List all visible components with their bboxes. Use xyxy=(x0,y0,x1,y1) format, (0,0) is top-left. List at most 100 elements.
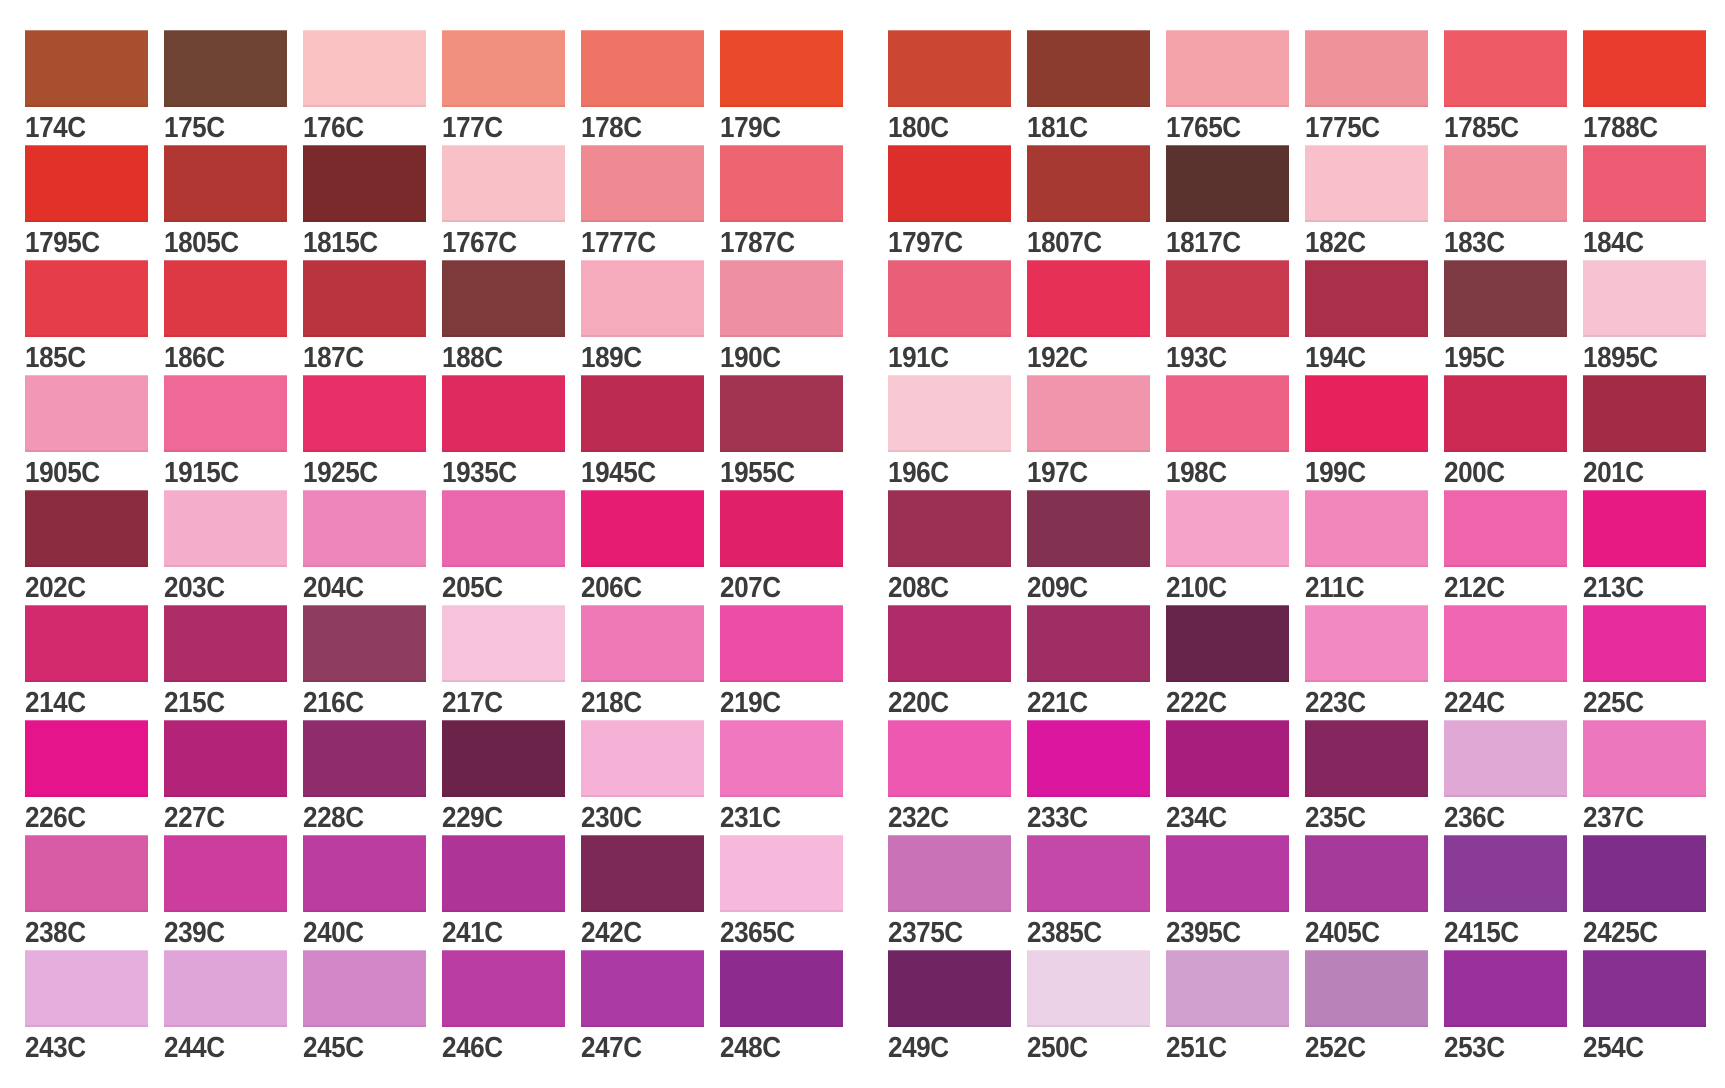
swatch-label: 233C xyxy=(1027,802,1088,834)
swatch-label: 202C xyxy=(25,572,86,604)
swatch-label: 2415C xyxy=(1444,917,1519,949)
color-swatch xyxy=(164,835,287,912)
color-swatch xyxy=(25,490,148,567)
swatch-label: 239C xyxy=(164,917,225,949)
swatch-label: 206C xyxy=(581,572,642,604)
swatch-cell: 184C xyxy=(1583,145,1706,258)
swatch-label: 190C xyxy=(720,342,781,374)
swatch-group-right: 208C 209C 210C 211C 212C 213C xyxy=(888,490,1706,603)
swatch-row: 174C 175C 176C 177C 178C 179C 180C 181C 1765C 177… xyxy=(25,30,1725,145)
color-swatch xyxy=(720,260,843,337)
color-swatch xyxy=(442,605,565,682)
swatch-label: 230C xyxy=(581,802,642,834)
swatch-cell: 1905C xyxy=(25,375,148,488)
swatch-label: 218C xyxy=(581,687,642,719)
swatch-cell: 1935C xyxy=(442,375,565,488)
swatch-group-right: 220C 221C 222C 223C 224C 225C xyxy=(888,605,1706,718)
color-swatch xyxy=(442,30,565,107)
swatch-group-left: 238C 239C 240C 241C 242C 2365C xyxy=(25,835,843,948)
swatch-cell: 2365C xyxy=(720,835,843,948)
color-swatch xyxy=(1583,490,1706,567)
swatch-label: 1815C xyxy=(303,227,378,259)
swatch-label: 1895C xyxy=(1583,342,1658,374)
swatch-label: 219C xyxy=(720,687,781,719)
color-swatch xyxy=(1305,950,1428,1027)
color-swatch xyxy=(888,260,1011,337)
swatch-label: 187C xyxy=(303,342,364,374)
color-swatch xyxy=(1305,605,1428,682)
swatch-cell: 1765C xyxy=(1166,30,1289,143)
color-swatch xyxy=(25,605,148,682)
swatch-group-left: 1905C 1915C 1925C 1935C 1945C 1955C xyxy=(25,375,843,488)
swatch-row: 243C 244C 245C 246C 247C 248C 249C 250C 251C 252C… xyxy=(25,950,1725,1065)
swatch-label: 196C xyxy=(888,457,949,489)
swatch-label: 203C xyxy=(164,572,225,604)
color-swatch xyxy=(25,260,148,337)
swatch-cell: 252C xyxy=(1305,950,1428,1063)
swatch-label: 1767C xyxy=(442,227,517,259)
color-swatch xyxy=(1027,490,1150,567)
swatch-label: 2395C xyxy=(1166,917,1241,949)
swatch-cell: 216C xyxy=(303,605,426,718)
color-swatch xyxy=(164,375,287,452)
swatch-label: 253C xyxy=(1444,1032,1505,1064)
swatch-label: 209C xyxy=(1027,572,1088,604)
swatch-cell: 249C xyxy=(888,950,1011,1063)
swatch-cell: 247C xyxy=(581,950,704,1063)
swatch-cell: 187C xyxy=(303,260,426,373)
color-swatch xyxy=(303,950,426,1027)
swatch-label: 213C xyxy=(1583,572,1644,604)
color-swatch xyxy=(581,835,704,912)
swatch-cell: 229C xyxy=(442,720,565,833)
swatch-label: 182C xyxy=(1305,227,1366,259)
color-swatch xyxy=(164,260,287,337)
swatch-group-left: 214C 215C 216C 217C 218C 219C xyxy=(25,605,843,718)
swatch-cell: 235C xyxy=(1305,720,1428,833)
color-swatch xyxy=(1305,490,1428,567)
swatch-label: 241C xyxy=(442,917,503,949)
swatch-cell: 1805C xyxy=(164,145,287,258)
swatch-label: 237C xyxy=(1583,802,1644,834)
swatch-cell: 223C xyxy=(1305,605,1428,718)
swatch-label: 1817C xyxy=(1166,227,1241,259)
swatch-cell: 254C xyxy=(1583,950,1706,1063)
swatch-cell: 188C xyxy=(442,260,565,373)
color-swatch xyxy=(1027,720,1150,797)
color-swatch xyxy=(581,145,704,222)
swatch-cell: 1915C xyxy=(164,375,287,488)
color-swatch xyxy=(1166,490,1289,567)
swatch-cell: 185C xyxy=(25,260,148,373)
swatch-label: 212C xyxy=(1444,572,1505,604)
color-swatch xyxy=(1027,835,1150,912)
color-swatch xyxy=(581,260,704,337)
swatch-cell: 1797C xyxy=(888,145,1011,258)
swatch-label: 1795C xyxy=(25,227,100,259)
color-swatch xyxy=(1444,490,1567,567)
swatch-group-right: 232C 233C 234C 235C 236C 237C xyxy=(888,720,1706,833)
swatch-label: 183C xyxy=(1444,227,1505,259)
swatch-cell: 246C xyxy=(442,950,565,1063)
color-swatch xyxy=(720,375,843,452)
color-swatch xyxy=(1027,260,1150,337)
swatch-label: 1765C xyxy=(1166,112,1241,144)
swatch-cell: 181C xyxy=(1027,30,1150,143)
swatch-cell: 207C xyxy=(720,490,843,603)
swatch-label: 193C xyxy=(1166,342,1227,374)
color-swatch xyxy=(25,145,148,222)
color-swatch xyxy=(888,490,1011,567)
swatch-row: 1905C 1915C 1925C 1935C 1945C 1955C 196C 197C 19… xyxy=(25,375,1725,490)
swatch-cell: 222C xyxy=(1166,605,1289,718)
color-swatch xyxy=(1166,145,1289,222)
swatch-cell: 1807C xyxy=(1027,145,1150,258)
color-swatch xyxy=(888,835,1011,912)
swatch-cell: 1815C xyxy=(303,145,426,258)
swatch-label: 251C xyxy=(1166,1032,1227,1064)
swatch-cell: 1955C xyxy=(720,375,843,488)
swatch-label: 214C xyxy=(25,687,86,719)
swatch-label: 254C xyxy=(1583,1032,1644,1064)
swatch-cell: 218C xyxy=(581,605,704,718)
swatch-row: 238C 239C 240C 241C 242C 2365C 2375C 2385C 2395C… xyxy=(25,835,1725,950)
color-swatch xyxy=(1166,950,1289,1027)
swatch-cell: 2415C xyxy=(1444,835,1567,948)
swatch-label: 211C xyxy=(1305,572,1365,604)
